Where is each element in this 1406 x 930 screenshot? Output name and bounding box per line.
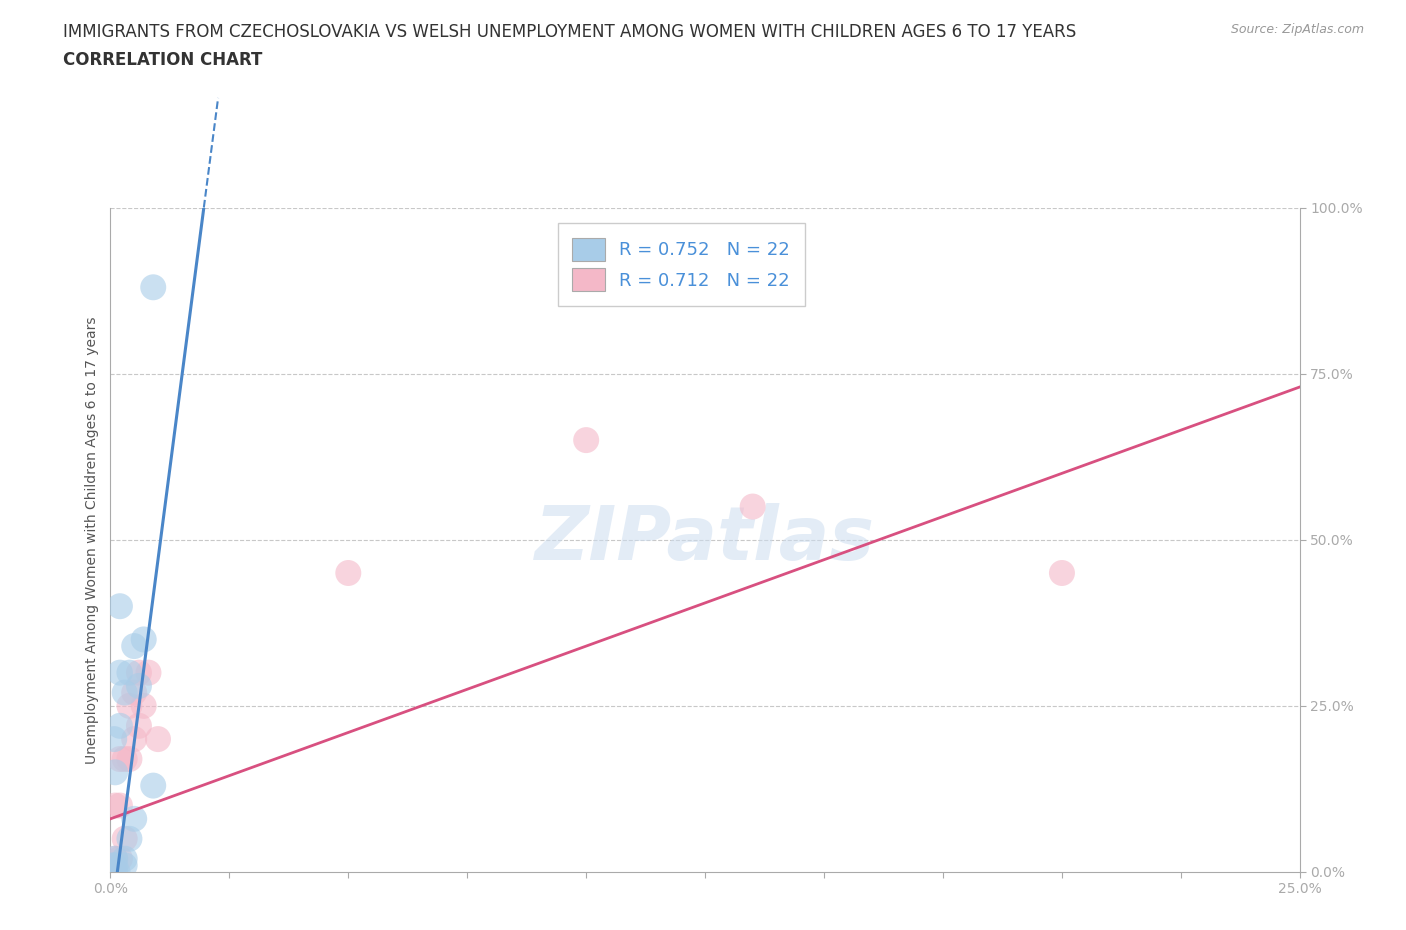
- Point: [118, 751, 141, 766]
- Point: [104, 798, 127, 813]
- Point: [114, 857, 136, 872]
- Point: [575, 432, 598, 447]
- Text: CORRELATION CHART: CORRELATION CHART: [63, 51, 263, 69]
- Point: [114, 751, 136, 766]
- Point: [108, 718, 131, 733]
- Point: [108, 798, 131, 813]
- Point: [142, 280, 165, 295]
- Point: [122, 732, 145, 747]
- Point: [107, 865, 129, 880]
- Point: [146, 732, 169, 747]
- Point: [101, 857, 124, 872]
- Point: [104, 865, 127, 880]
- Point: [118, 698, 141, 713]
- Point: [103, 732, 125, 747]
- Point: [132, 632, 155, 647]
- Point: [108, 665, 131, 680]
- Text: ZIPatlas: ZIPatlas: [536, 503, 875, 577]
- Legend: R = 0.752   N = 22, R = 0.712   N = 22: R = 0.752 N = 22, R = 0.712 N = 22: [558, 223, 804, 306]
- Point: [128, 679, 150, 694]
- Point: [128, 718, 150, 733]
- Point: [128, 665, 150, 680]
- Y-axis label: Unemployment Among Women with Children Ages 6 to 17 years: Unemployment Among Women with Children A…: [86, 316, 100, 764]
- Point: [104, 851, 127, 866]
- Text: Source: ZipAtlas.com: Source: ZipAtlas.com: [1230, 23, 1364, 36]
- Point: [104, 857, 127, 872]
- Point: [142, 778, 165, 793]
- Point: [122, 639, 145, 654]
- Point: [132, 698, 155, 713]
- Point: [101, 865, 124, 880]
- Point: [108, 599, 131, 614]
- Point: [118, 665, 141, 680]
- Point: [741, 499, 763, 514]
- Point: [114, 851, 136, 866]
- Point: [122, 811, 145, 826]
- Point: [104, 865, 127, 880]
- Point: [104, 851, 127, 866]
- Point: [337, 565, 360, 580]
- Point: [118, 831, 141, 846]
- Point: [104, 764, 127, 779]
- Point: [114, 685, 136, 700]
- Point: [114, 831, 136, 846]
- Point: [108, 751, 131, 766]
- Point: [1050, 565, 1073, 580]
- Text: IMMIGRANTS FROM CZECHOSLOVAKIA VS WELSH UNEMPLOYMENT AMONG WOMEN WITH CHILDREN A: IMMIGRANTS FROM CZECHOSLOVAKIA VS WELSH …: [63, 23, 1077, 41]
- Point: [108, 851, 131, 866]
- Point: [122, 685, 145, 700]
- Point: [101, 865, 124, 880]
- Point: [138, 665, 160, 680]
